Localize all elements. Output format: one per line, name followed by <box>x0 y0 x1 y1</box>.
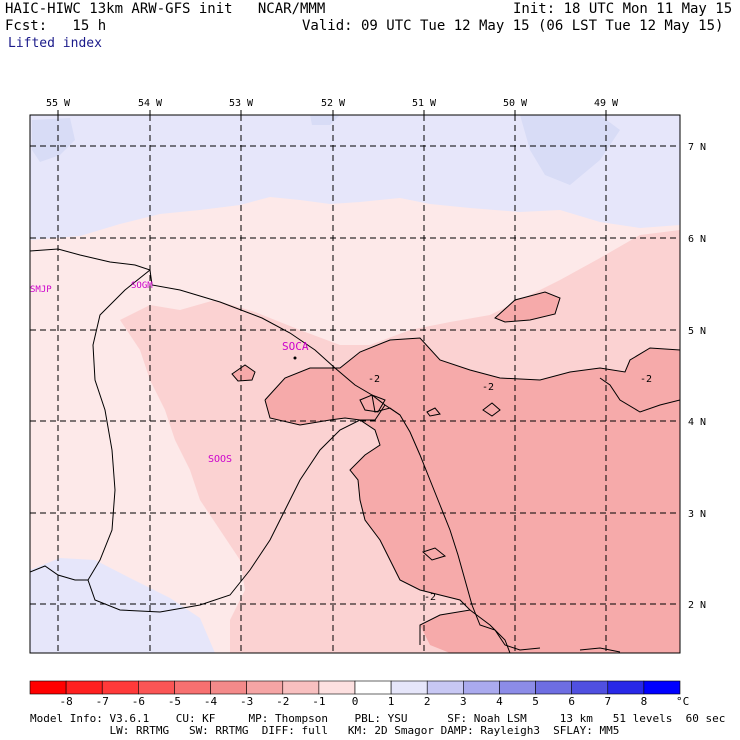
valid-time: Valid: 09 UTC Tue 12 May 15 (06 LST Tue … <box>302 18 724 34</box>
colorbar-tick-label: 7 <box>604 695 611 708</box>
init-time: Init: 18 UTC Mon 11 May 15 <box>513 1 733 17</box>
longitude-label: 53 W <box>229 98 254 109</box>
border-line <box>371 394 401 416</box>
lat-lon-grid <box>30 115 680 653</box>
colorbar-tick-label: -4 <box>204 695 218 708</box>
colorbar-swatch <box>535 680 572 695</box>
forecast-hour: Fcst: 15 h <box>5 18 107 34</box>
longitude-label: 51 W <box>412 98 437 109</box>
station-marker <box>293 356 297 360</box>
contour-minus2 <box>419 609 511 653</box>
colorbar-tick-label: -1 <box>312 695 325 708</box>
contour-minus2 <box>426 407 441 417</box>
contour-label: -2 <box>482 382 494 393</box>
contour-value-labels: -2 -2 -2 -2 <box>368 374 652 603</box>
footer-physics-info: LW: RRTMG SW: RRTMG DIFF: full KM: 2D Sm… <box>30 724 620 737</box>
dark-pink-island <box>232 365 255 381</box>
colorbar-swatch <box>318 680 356 695</box>
latitude-label: 3 N <box>688 509 706 520</box>
border-line <box>579 647 621 653</box>
colorbar-tick-label: -2 <box>276 695 289 708</box>
colorbar-tick-label: 1 <box>388 695 395 708</box>
colorbar-tick-label: -6 <box>132 695 145 708</box>
contour-lines <box>231 291 680 653</box>
colorbar-unit: °C <box>676 695 689 708</box>
latitude-label: 6 N <box>688 234 706 245</box>
longitude-label: 54 W <box>138 98 163 109</box>
contour-label: -2 <box>368 374 380 385</box>
colorbar-swatch <box>390 680 428 695</box>
latitude-label: 2 N <box>688 600 706 611</box>
colorbar-swatch <box>210 680 247 695</box>
border-line <box>87 269 386 613</box>
contour-minus2 <box>599 377 680 413</box>
station-label: SOGM <box>131 281 153 291</box>
colorbar-swatch <box>463 680 500 695</box>
colorbar-tick-label: 2 <box>424 695 431 708</box>
colorbar-tick-label: -5 <box>168 695 181 708</box>
latitude-label: 5 N <box>688 326 706 337</box>
dark-pink-region <box>265 338 680 653</box>
colorbar-swatch <box>246 680 284 695</box>
blue-region-south <box>30 558 215 653</box>
longitude-labels: 55 W 54 W 53 W 52 W 51 W 50 W 49 W <box>46 98 619 115</box>
model-title: HAIC-HIWC 13km ARW-GFS init NCAR/MMM <box>5 1 326 17</box>
colorbar-tick-label: 4 <box>496 695 503 708</box>
colorbar-tick-label: -3 <box>240 695 253 708</box>
lifted-index-field <box>30 115 680 653</box>
field-name: Lifted index <box>8 36 102 51</box>
latitude-label: 4 N <box>688 417 706 428</box>
contour-minus2 <box>482 402 501 417</box>
colorbar-tick-label: 0 <box>352 695 359 708</box>
colorbar-swatch <box>571 680 609 695</box>
contour-minus2 <box>231 364 256 382</box>
contour-minus2 <box>359 394 386 413</box>
map-frame <box>29 114 681 654</box>
colorbar-swatch <box>643 680 681 695</box>
colorbar-swatch <box>499 680 536 695</box>
contour-minus2 <box>264 337 680 401</box>
latitude-label: 7 N <box>688 142 706 153</box>
station-label: SMJP <box>30 285 52 295</box>
colorbar-swatch <box>607 680 645 695</box>
longitude-label: 52 W <box>321 98 346 109</box>
colorbar-swatch <box>101 680 139 695</box>
colorbar-swatch <box>282 680 320 695</box>
contour-label: -2 <box>640 374 652 385</box>
station-labels: SMJP SOGM SOCA SOOS <box>30 281 309 465</box>
colorbar <box>29 680 681 695</box>
colorbar-swatch <box>65 680 103 695</box>
colorbar-swatch <box>29 680 67 695</box>
latitude-labels: 7 N 6 N 5 N 4 N 3 N 2 N <box>688 142 706 611</box>
longitude-label: 49 W <box>594 98 619 109</box>
blue-region-north-deep <box>32 115 620 185</box>
colorbar-swatch <box>174 680 211 695</box>
contour-minus2 <box>494 291 561 323</box>
colorbar-tick-labels: -8 -7 -6 -5 -4 -3 -2 -1 0 1 2 3 4 5 6 7 8 <box>59 695 647 708</box>
coastline <box>30 248 541 651</box>
station-label: SOCA <box>282 340 309 353</box>
longitude-label: 55 W <box>46 98 71 109</box>
colorbar-swatch <box>354 680 392 695</box>
colorbar-tick-label: 6 <box>568 695 575 708</box>
colorbar-tick-label: 8 <box>641 695 648 708</box>
coastlines <box>30 248 621 653</box>
contour-label: -2 <box>424 592 436 603</box>
footer-model-info: Model Info: V3.6.1 CU: KF MP: Thompson P… <box>30 712 726 725</box>
colorbar-tick-label: -7 <box>96 695 109 708</box>
dark-pink-island <box>495 292 560 322</box>
contour-minus2 <box>422 547 447 561</box>
longitude-label: 50 W <box>503 98 528 109</box>
colorbar-tick-label: 5 <box>532 695 539 708</box>
station-label: SOOS <box>208 454 232 465</box>
colorbar-tick-label: -8 <box>59 695 72 708</box>
colorbar-tick-label: 3 <box>460 695 467 708</box>
colorbar-swatch <box>138 680 175 695</box>
colorbar-swatch <box>426 680 464 695</box>
